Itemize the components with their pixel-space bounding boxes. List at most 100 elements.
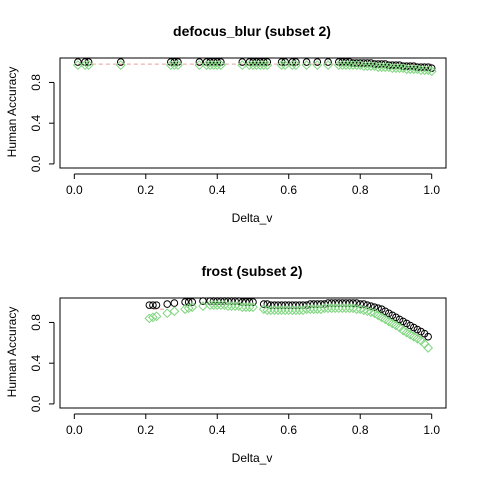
x-axis-label: Delta_v <box>232 211 273 225</box>
data-point-diamond <box>240 302 251 313</box>
data-point-diamond <box>341 303 351 314</box>
data-point-diamond <box>348 60 358 71</box>
data-point-circle <box>152 301 161 309</box>
data-point-diamond <box>280 305 291 316</box>
data-point-circle <box>245 298 254 306</box>
data-point-diamond <box>362 306 373 317</box>
data-point-diamond <box>401 64 412 75</box>
data-point-diamond <box>308 304 319 315</box>
data-point-diamond <box>290 305 301 316</box>
y-axis: 0.0 0.4 0.8 <box>29 314 55 412</box>
data-point-diamond <box>423 343 434 353</box>
data-point-diamond <box>341 60 351 71</box>
data-point-diamond <box>169 60 180 71</box>
data-point-diamond <box>273 305 283 316</box>
data-point-diamond <box>258 60 269 71</box>
data-point-diamond <box>183 303 194 314</box>
data-point-diamond <box>362 61 373 72</box>
data-point-circle <box>313 58 322 66</box>
chart-panel-defocus-blur: defocus_blur (subset 2) Delta_v Human Ac… <box>5 23 447 225</box>
data-point-diamond <box>416 65 426 76</box>
data-point-diamond <box>230 301 241 312</box>
chart-panel-frost: frost (subset 2) Delta_v Human Accuracy … <box>5 263 447 465</box>
data-point-circle <box>74 58 82 66</box>
data-point-diamond <box>262 60 273 71</box>
data-point-diamond <box>423 65 434 76</box>
data-point-diamond <box>426 66 437 77</box>
data-point-circle <box>288 301 297 309</box>
x-tick-label: 0.2 <box>137 423 154 437</box>
data-point-circle <box>188 298 197 306</box>
data-point-circle <box>356 300 365 308</box>
data-points <box>144 297 434 353</box>
y-axis: 0.0 0.4 0.8 <box>29 74 55 172</box>
data-point-circle <box>267 301 275 309</box>
data-point-diamond <box>355 304 366 315</box>
data-point-diamond <box>358 305 369 316</box>
data-point-diamond <box>394 63 405 74</box>
data-point-circle <box>263 300 272 308</box>
data-point-diamond <box>290 60 301 71</box>
data-point-diamond <box>265 305 276 316</box>
data-point-circle <box>363 301 372 309</box>
data-point-diamond <box>287 60 298 71</box>
data-point-diamond <box>344 303 355 314</box>
data-point-diamond <box>391 63 401 74</box>
data-point-circle <box>338 299 347 307</box>
data-point-circle <box>116 58 125 66</box>
plot-area-frame <box>59 297 447 409</box>
data-point-diamond <box>208 300 219 311</box>
data-point-diamond <box>244 60 255 71</box>
data-point-diamond <box>165 60 176 71</box>
x-tick-label: 0.0 <box>66 423 83 437</box>
data-point-circle <box>342 299 350 307</box>
x-tick-label: 0.4 <box>209 183 226 197</box>
x-axis-label: Delta_v <box>232 451 273 465</box>
data-point-diamond <box>405 64 416 75</box>
data-point-circle <box>149 301 157 309</box>
data-point-diamond <box>373 62 383 73</box>
data-point-circle <box>231 297 239 305</box>
data-point-diamond <box>226 301 237 312</box>
data-point-diamond <box>408 64 419 75</box>
data-point-diamond <box>208 60 219 71</box>
data-point-diamond <box>72 60 83 71</box>
data-point-circle <box>170 299 179 307</box>
data-point-diamond <box>351 304 362 315</box>
data-point-diamond <box>276 60 287 71</box>
data-point-diamond <box>201 60 212 71</box>
data-point-circle <box>274 301 282 309</box>
data-point-diamond <box>337 303 348 314</box>
data-point-diamond <box>337 60 348 71</box>
data-point-circle <box>331 299 340 307</box>
data-point-circle <box>313 300 322 308</box>
data-point-diamond <box>380 62 391 73</box>
chart-title: defocus_blur (subset 2) <box>173 23 331 39</box>
data-point-diamond <box>148 312 158 323</box>
data-point-diamond <box>205 60 216 71</box>
data-point-diamond <box>358 61 369 72</box>
y-tick-label: 0.8 <box>29 314 43 331</box>
data-point-diamond <box>376 62 387 73</box>
data-point-diamond <box>262 305 273 316</box>
x-tick-label: 0.6 <box>280 183 297 197</box>
data-point-circle <box>324 58 332 66</box>
y-tick-label: 0.8 <box>29 74 43 91</box>
data-point-circle <box>195 58 204 66</box>
data-point-circle <box>270 301 279 309</box>
data-point-diamond <box>187 302 198 313</box>
data-point-diamond <box>366 307 376 318</box>
data-point-circle <box>367 302 375 310</box>
x-axis: 0.0 0.2 0.4 0.6 0.8 1.0 <box>66 413 440 437</box>
data-point-diamond <box>215 60 226 71</box>
data-point-diamond <box>162 308 173 319</box>
data-point-diamond <box>255 60 266 71</box>
data-point-circle <box>295 301 304 309</box>
data-point-diamond <box>419 65 430 76</box>
x-axis: 0.0 0.2 0.4 0.6 0.8 1.0 <box>66 173 440 197</box>
data-point-circle <box>292 301 300 309</box>
data-point-circle <box>281 301 289 309</box>
data-point-diamond <box>173 60 183 71</box>
